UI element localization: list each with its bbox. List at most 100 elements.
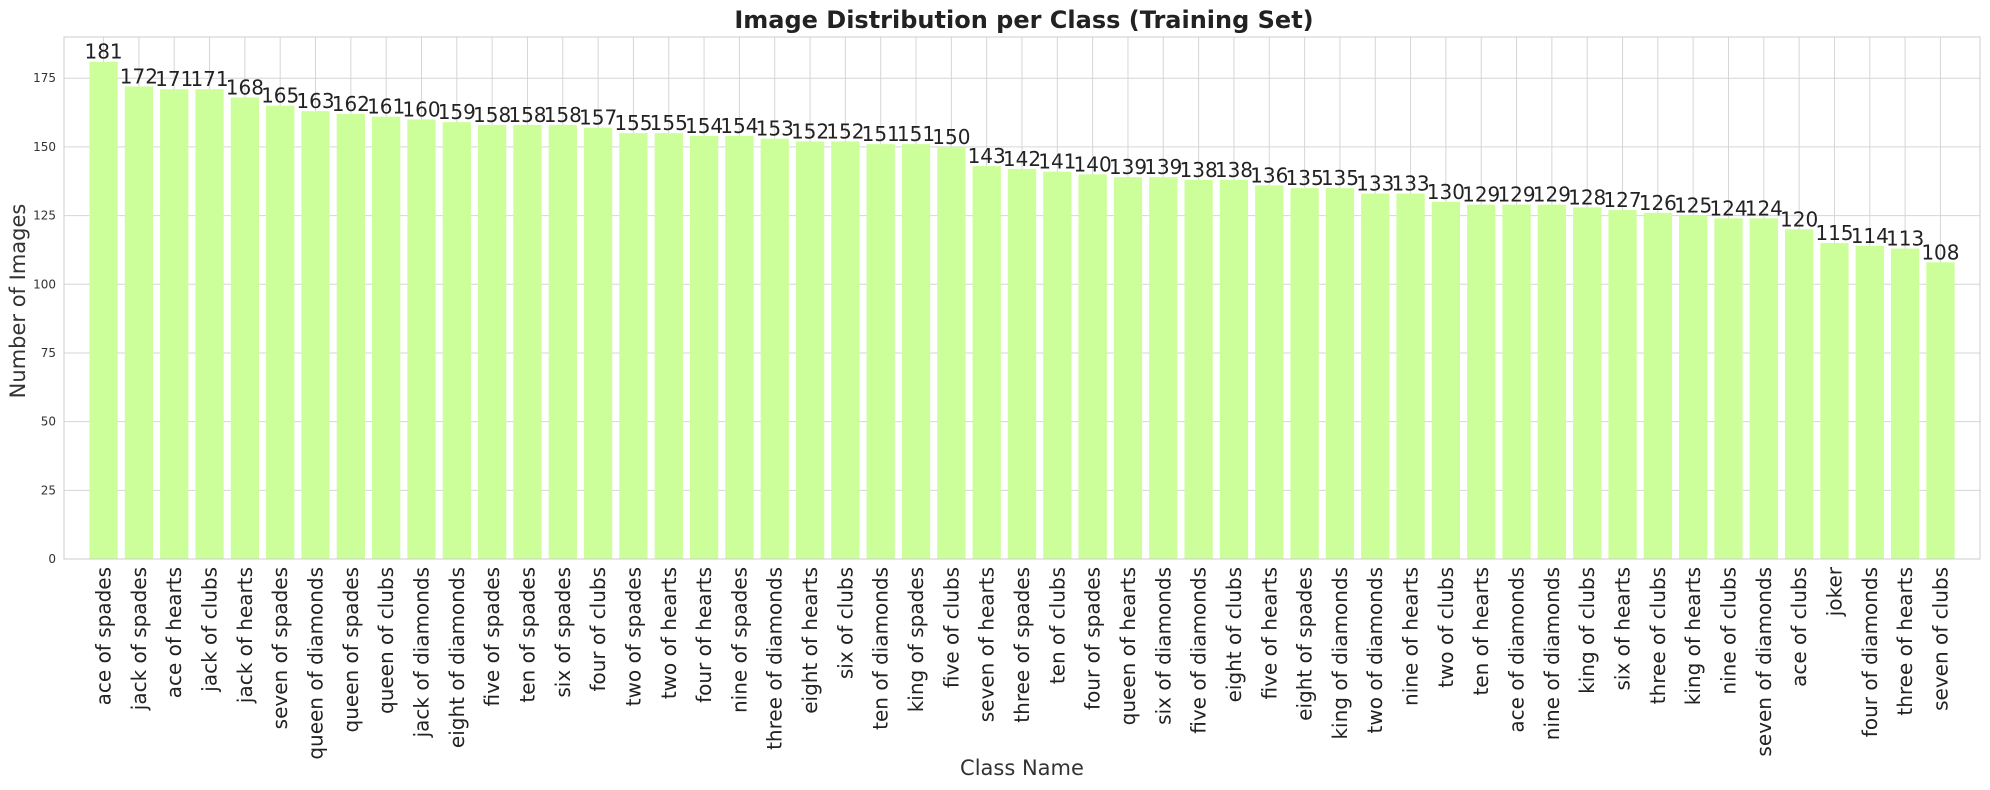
bar [1007,168,1037,559]
bar [1608,210,1637,559]
data-label: 115 [1815,221,1853,245]
data-label: 125 [1674,194,1712,218]
bar [513,124,542,560]
data-label: 138 [1215,158,1253,182]
bar [1573,207,1602,559]
y-tick-label: 150 [33,140,56,154]
bar [937,146,966,560]
x-tick-label: three of diamonds [763,567,787,750]
x-tick-label: three of hearts [1893,567,1917,716]
bar [1184,179,1213,559]
x-tick-label: queen of spades [339,567,363,732]
bar [1890,248,1920,559]
x-tick-label: eight of clubs [1222,567,1246,702]
x-tick-label: ace of hearts [162,567,186,698]
data-label: 120 [1780,207,1818,231]
data-label: 158 [544,103,582,127]
bar [725,135,754,559]
x-tick-label: five of spades [480,567,504,707]
bar [619,133,648,559]
x-tick-label: king of hearts [1681,567,1705,705]
bar [1255,185,1284,559]
data-label: 135 [1321,166,1359,190]
x-tick-label: ten of clubs [1045,567,1069,684]
bar [407,119,436,559]
bar [548,124,577,560]
bar [1926,262,1955,559]
data-label: 168 [226,75,264,99]
data-label: 154 [685,114,723,138]
x-tick-label: seven of spades [268,567,292,729]
data-label: 152 [791,119,829,143]
x-tick-label: ten of diamonds [869,567,893,730]
x-tick-label: seven of hearts [975,567,999,722]
bar [866,144,895,559]
data-label: 129 [1462,183,1500,207]
x-tick-label: jack of spades [127,567,151,711]
data-label: 129 [1497,183,1535,207]
bar [266,105,295,560]
chart-title: Image Distribution per Class (Training S… [734,6,1313,34]
bar [1290,188,1319,559]
data-label: 162 [332,92,370,116]
data-label: 143 [968,144,1006,168]
data-label: 160 [402,97,440,121]
data-label: 141 [1038,150,1076,174]
y-axis-ticks: 0 25 50 75 100 125 150 175 [33,71,56,566]
bar [795,141,825,559]
bar [1396,193,1425,559]
data-label: 150 [932,125,970,149]
data-label: 158 [473,103,511,127]
bar [124,86,154,559]
bar [1113,177,1143,559]
data-label: 124 [1709,196,1747,220]
x-tick-label: queen of clubs [374,567,398,714]
plot-border [63,36,1981,560]
y-axis-label: Number of Images [6,204,30,399]
bar [1714,218,1743,560]
bar [478,124,507,560]
x-tick-label: four of clubs [586,567,610,692]
x-tick-label: five of hearts [1257,567,1281,699]
x-tick-label: four of diamonds [1858,567,1882,737]
x-tick-label: ace of diamonds [1505,567,1529,733]
x-tick-label: five of clubs [939,567,963,688]
bar [1537,204,1566,559]
x-tick-label: four of hearts [692,567,716,703]
data-label: 124 [1745,196,1783,220]
data-label: 154 [720,114,758,138]
bar [1149,177,1178,559]
data-labels: 1811721711711681651631621611601591581581… [84,40,1959,265]
data-label: 165 [261,84,299,108]
x-tick-label: six of hearts [1611,567,1635,691]
x-tick-label: three of spades [1010,567,1034,723]
bar [160,89,189,559]
bar [689,135,719,559]
data-label: 161 [367,95,405,119]
bar [1643,212,1672,559]
data-label: 139 [1144,155,1182,179]
bar [230,97,259,559]
data-label: 152 [826,119,864,143]
data-label: 114 [1851,224,1889,248]
y-tick-label: 50 [41,415,56,429]
data-label: 181 [84,40,122,64]
x-tick-label: three of clubs [1646,567,1670,704]
data-label: 171 [190,67,228,91]
data-label: 158 [508,103,546,127]
x-tick-label: nine of spades [727,567,751,713]
data-label: 151 [862,122,900,146]
x-tick-label: jack of diamonds [409,567,433,738]
data-label: 155 [614,111,652,135]
data-label: 171 [155,67,193,91]
data-label: 133 [1391,172,1429,196]
bar [1502,204,1531,559]
bar [1361,193,1390,559]
x-tick-label: nine of hearts [1399,567,1423,706]
x-tick-label: four of spades [1081,567,1105,710]
data-label: 140 [1074,152,1112,176]
y-tick-label: 125 [33,209,56,223]
bar [195,89,224,559]
bar [1749,218,1778,560]
